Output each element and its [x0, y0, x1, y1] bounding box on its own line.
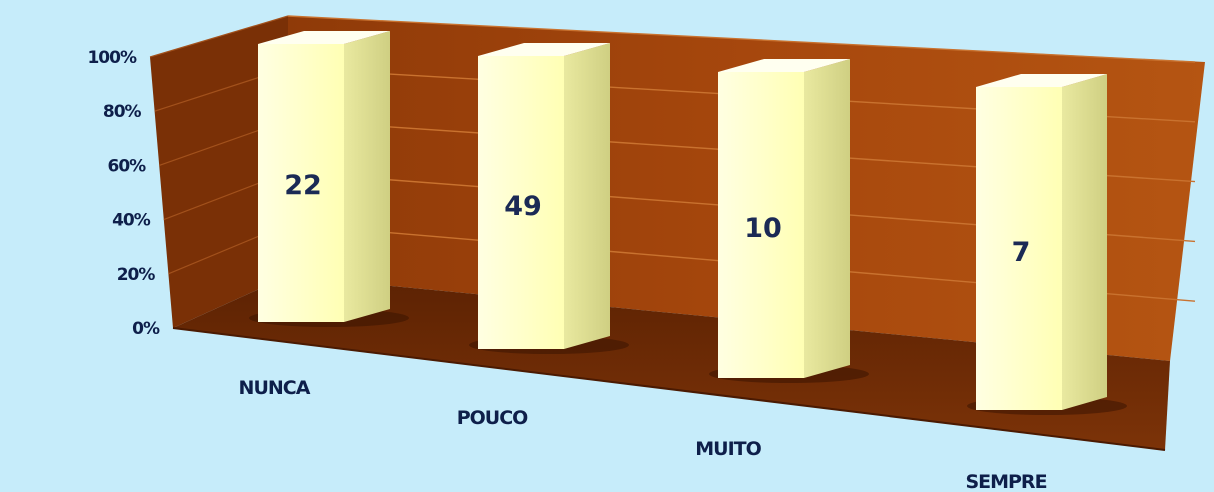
y-tick-label: 100% — [87, 48, 136, 68]
category-label: MUITO — [695, 438, 761, 460]
bar-pouco: 49 — [469, 43, 629, 354]
y-tick-label: 40% — [112, 211, 151, 231]
category-labels: NUNCA POUCO MUITO SEMPRE — [239, 377, 1048, 492]
y-tick-label: 0% — [132, 319, 160, 339]
grid-line-side — [149, 15, 289, 58]
side-wall — [150, 16, 288, 328]
y-axis-ticks: 0% 20% 40% 60% 80% 100% — [87, 48, 160, 339]
bar-muito: 10 — [709, 59, 869, 383]
bar-value-label: 10 — [744, 213, 782, 244]
bars: 22 49 10 7 — [249, 31, 1127, 415]
grid-line — [287, 15, 1196, 63]
y-tick-label: 60% — [107, 156, 146, 176]
bar-value-label: 49 — [504, 191, 542, 222]
bar-front — [976, 87, 1062, 410]
bar-side — [804, 59, 850, 378]
y-tick-label: 20% — [117, 265, 156, 285]
category-label: POUCO — [457, 407, 528, 429]
floor — [173, 276, 1170, 450]
bar-top — [258, 31, 390, 44]
category-label: NUNCA — [239, 377, 311, 399]
bar-top — [478, 43, 610, 56]
y-tick-label: 80% — [103, 102, 142, 122]
bar-front — [478, 56, 564, 349]
bar-value-label: 22 — [284, 170, 322, 201]
floor-edge — [172, 327, 1166, 451]
bar-front — [258, 44, 344, 322]
bar-top — [718, 59, 850, 72]
bar-nunca: 22 — [249, 31, 409, 327]
category-label: SEMPRE — [965, 471, 1046, 492]
bar-top — [976, 74, 1107, 87]
bar-side — [344, 31, 390, 322]
bar-sempre: 7 — [967, 74, 1127, 415]
bar-side — [1062, 74, 1107, 410]
bar-front — [718, 72, 804, 378]
bar-value-label: 7 — [1012, 237, 1031, 268]
bar-side — [564, 43, 610, 349]
